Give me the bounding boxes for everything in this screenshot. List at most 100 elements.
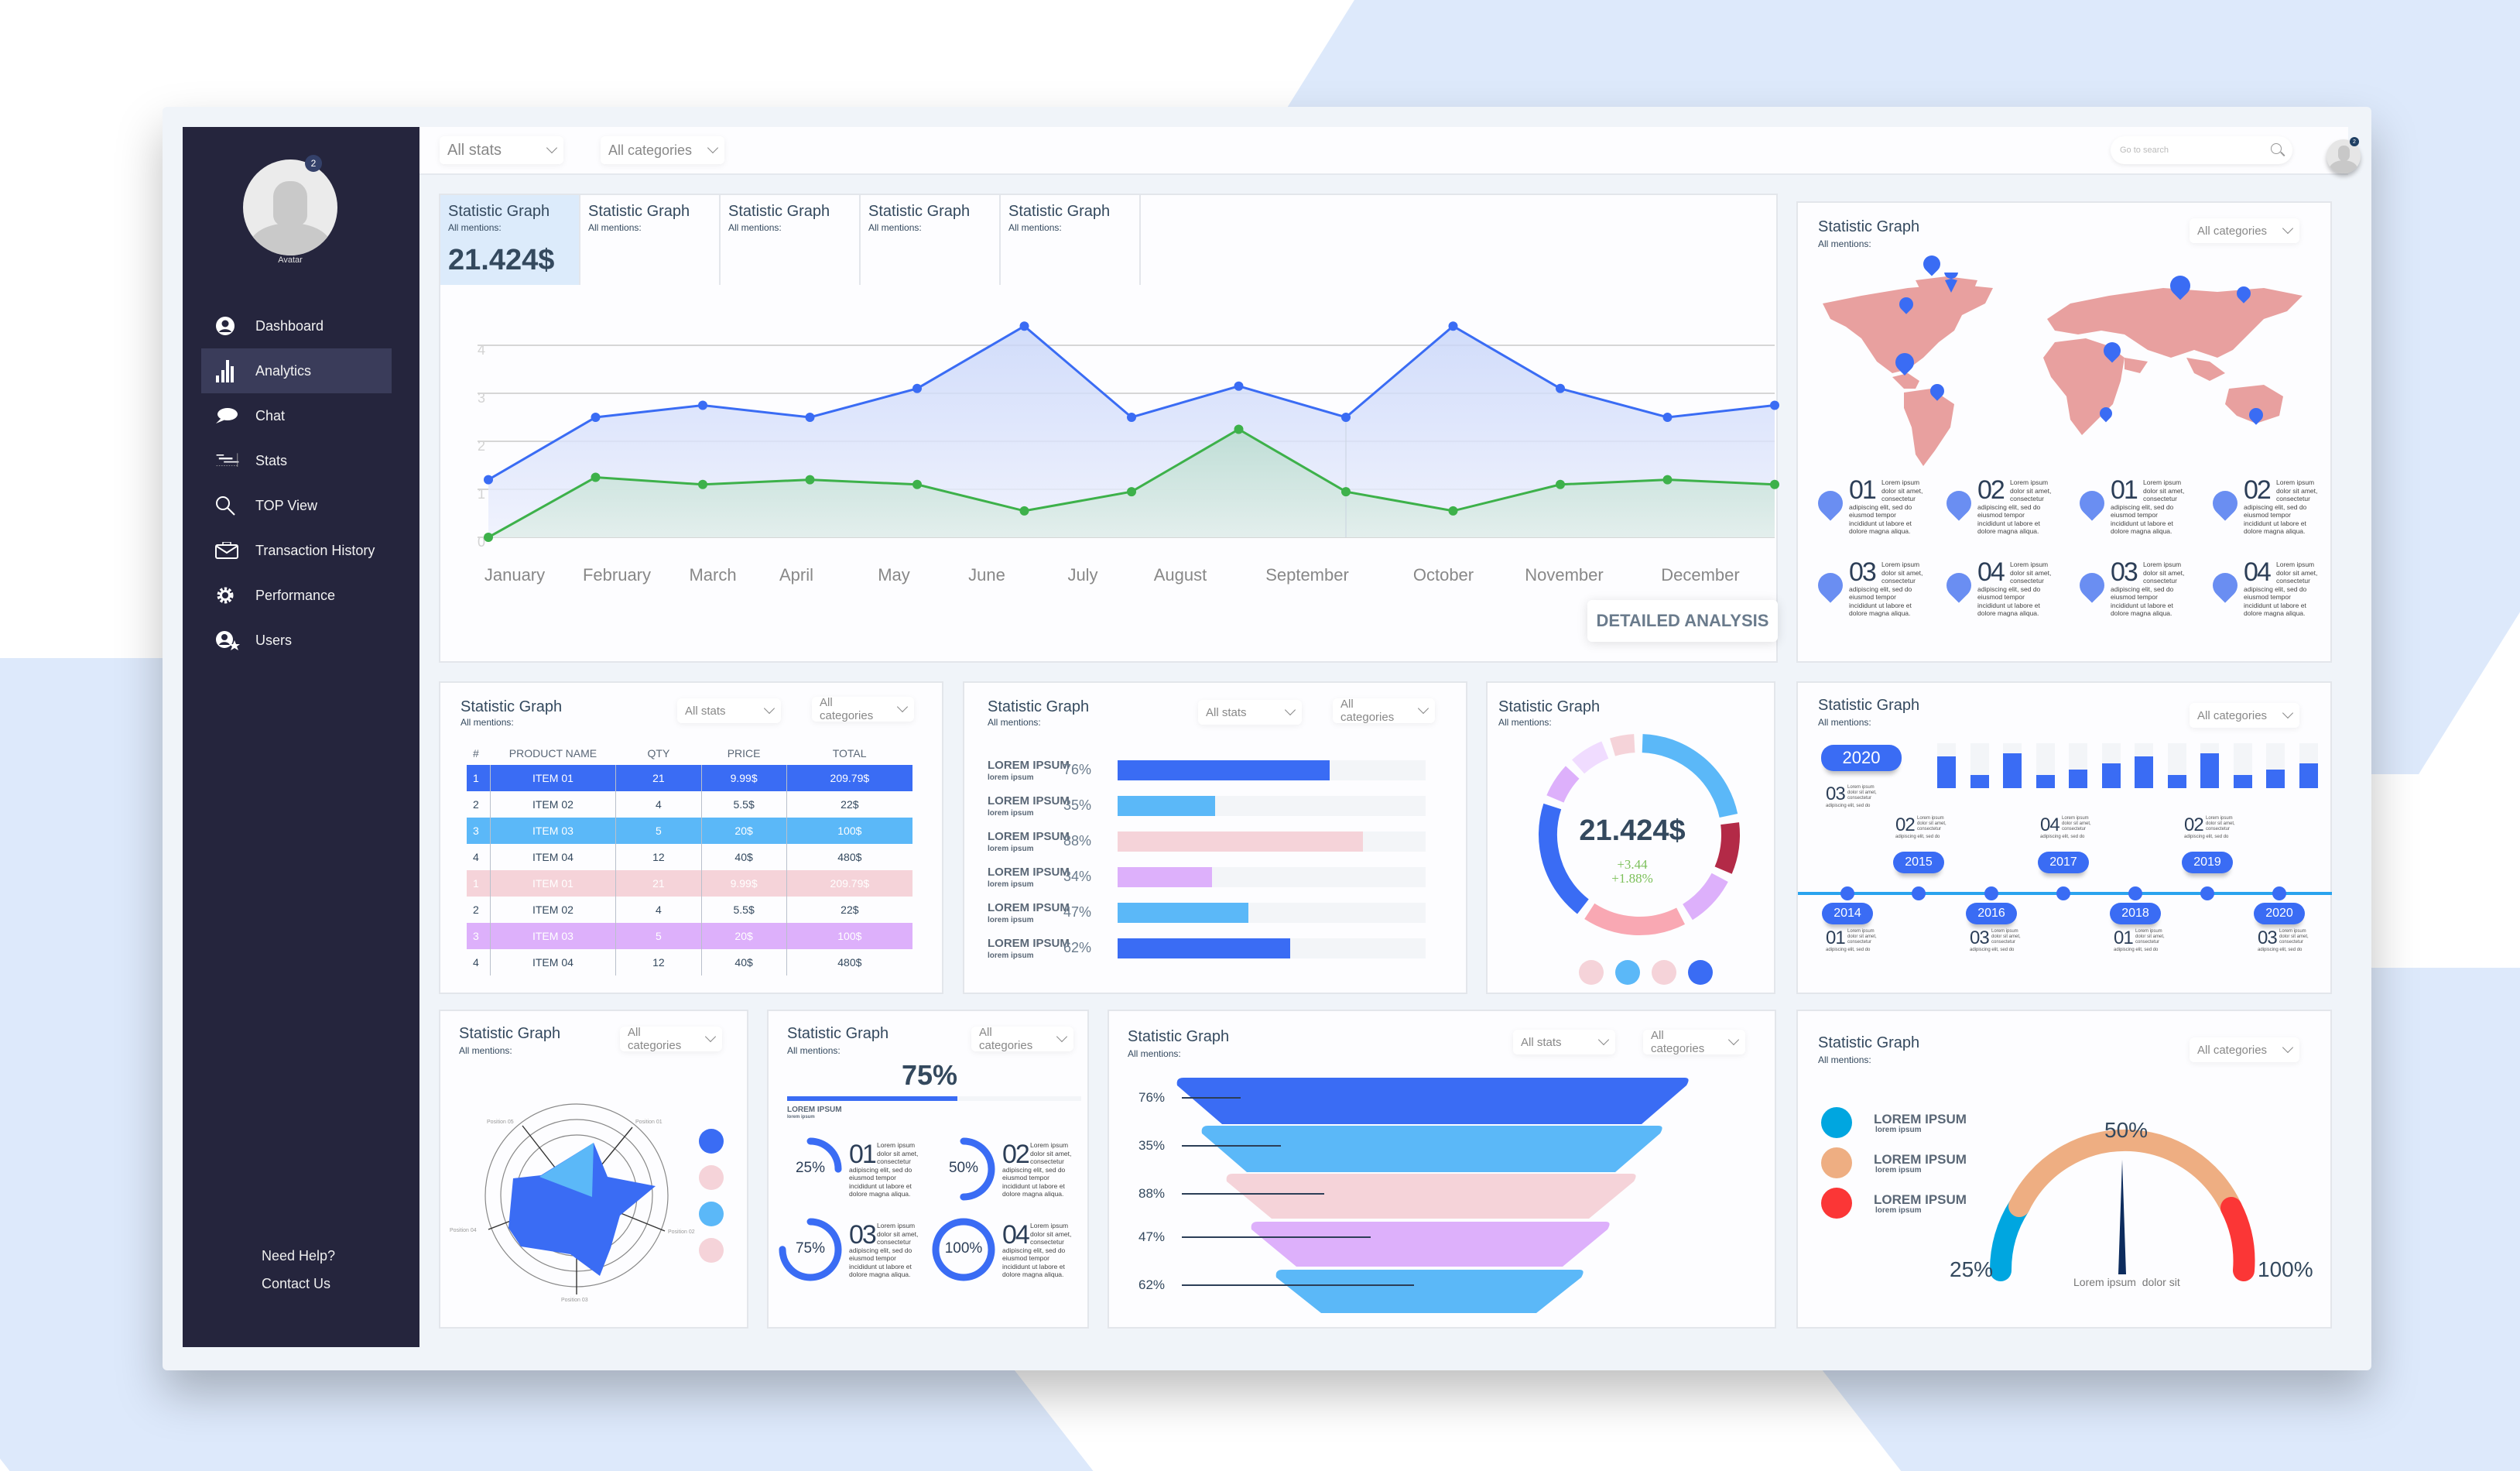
year-pill[interactable]: 2018 (2110, 903, 2161, 924)
tab-statistic-graph-1[interactable]: Statistic Graph All mentions: 21.424$ (440, 195, 580, 285)
map-info-item: 04 Lorem ipsum dolor sit amet, consectetur a… (2207, 557, 2337, 630)
notification-badge[interactable]: 2 (2350, 137, 2359, 146)
dropdown-label: All categories (2197, 1043, 2268, 1057)
bar-fill[interactable] (2299, 763, 2318, 788)
table-row[interactable]: 1 ITEM 01 21 9.99$ 209.79$ (467, 765, 912, 791)
all-categories-dropdown[interactable]: All categories (1333, 698, 1435, 724)
all-categories-dropdown[interactable]: All categories (1643, 1029, 1745, 1055)
sidebar-item-dashboard[interactable]: Dashboard (206, 303, 399, 348)
legend-dot[interactable] (699, 1238, 724, 1263)
sidebar-item-chat[interactable]: Chat (206, 393, 399, 438)
legend-dot[interactable] (699, 1129, 724, 1154)
year-pill[interactable]: 2014 (1822, 903, 1873, 924)
tab-statistic-graph-2[interactable]: Statistic Graph All mentions: (580, 195, 721, 285)
all-stats-dropdown[interactable]: All stats (440, 136, 563, 164)
all-categories-dropdown[interactable]: All categories (2190, 703, 2299, 728)
bar-sublabel: lorem ipsum (988, 952, 1034, 960)
tab-statistic-graph-5[interactable]: Statistic Graph All mentions: (1001, 195, 1141, 285)
bar-fill[interactable] (2003, 753, 2022, 788)
timeline-dot[interactable] (2128, 886, 2142, 900)
all-stats-dropdown[interactable]: All stats (1198, 700, 1302, 725)
bar-fill[interactable] (2233, 774, 2252, 788)
bar-fill[interactable] (1970, 774, 1989, 788)
legend-dot[interactable] (1579, 960, 1604, 985)
legend-dot[interactable] (1652, 960, 1676, 985)
bar-fill[interactable] (1937, 756, 1956, 788)
all-stats-dropdown[interactable]: All stats (677, 698, 781, 723)
year-pill[interactable]: 2015 (1893, 852, 1944, 873)
timeline-dot[interactable] (2200, 886, 2214, 900)
bar-fill[interactable] (1118, 938, 1291, 958)
sidebar-item-performance[interactable]: Performance (206, 573, 399, 618)
sidebar-item-analytics[interactable]: Analytics (201, 348, 392, 393)
note-line: consectetur (2279, 940, 2304, 945)
bar-fill[interactable] (1118, 903, 1249, 923)
search-icon[interactable] (2271, 143, 2282, 154)
timeline-dot[interactable] (1912, 886, 1926, 900)
timeline-dot[interactable] (2056, 886, 2070, 900)
table-cell: 100$ (786, 818, 912, 844)
bar-fill[interactable] (2135, 756, 2153, 788)
sidebar-item-top-view[interactable]: TOP View (206, 483, 399, 528)
bar-fill[interactable] (2101, 763, 2121, 788)
all-categories-dropdown[interactable]: All categories (601, 136, 724, 164)
x-axis-label: January (484, 565, 546, 585)
sidebar-item-transaction-history[interactable]: Transaction History (206, 528, 399, 573)
year-pill[interactable]: 2017 (2038, 852, 2089, 873)
all-categories-dropdown[interactable]: All categories (812, 696, 914, 722)
timeline-note: 03 Lorem ipsum dolor sit amet, consectetur a… (2258, 928, 2351, 960)
year-pill[interactable]: 2016 (1966, 903, 2017, 924)
tab-statistic-graph-3[interactable]: Statistic Graph All mentions: (721, 195, 861, 285)
all-stats-dropdown[interactable]: All stats (1513, 1030, 1615, 1054)
bar-chart-icon (206, 358, 240, 383)
all-categories-dropdown[interactable]: All categories (971, 1026, 1073, 1052)
bar-fill[interactable] (2167, 774, 2186, 788)
year-pill-highlight[interactable]: 2020 (1821, 745, 1902, 771)
bar-fill[interactable] (1118, 796, 1215, 816)
detailed-analysis-button[interactable]: DETAILED ANALYSIS (1587, 600, 1778, 642)
timeline-dot[interactable] (1840, 886, 1854, 900)
all-categories-dropdown[interactable]: All categories (2190, 218, 2299, 243)
bar-fill[interactable] (1118, 867, 1213, 887)
table-row[interactable]: 3 ITEM 03 5 20$ 100$ (467, 923, 912, 949)
table-row[interactable]: 1 ITEM 01 21 9.99$ 209.79$ (467, 870, 912, 897)
table-row[interactable]: 4 ITEM 04 12 40$ 480$ (467, 949, 912, 976)
ring-text: dolore magna aliqua. (1002, 1190, 1064, 1198)
sidebar-item-users[interactable]: Users (206, 618, 399, 663)
all-categories-dropdown[interactable]: All categories (620, 1026, 722, 1052)
year-pill[interactable]: 2019 (2182, 852, 2233, 873)
need-help-link[interactable]: Need Help? (262, 1248, 336, 1264)
column-header: QTY (647, 747, 670, 760)
table-row[interactable]: 2 ITEM 02 4 5.5$ 22$ (467, 791, 912, 818)
sidebar-item-stats[interactable]: Stats (206, 438, 399, 483)
table-row[interactable]: 4 ITEM 04 12 40$ 480$ (467, 844, 912, 870)
bar-fill[interactable] (2200, 753, 2219, 788)
legend-sublabel: lorem ipsum (1875, 1166, 1922, 1174)
avatar[interactable] (243, 159, 337, 255)
search-input[interactable]: Go to search (2111, 136, 2292, 164)
table-row[interactable]: 2 ITEM 02 4 5.5$ 22$ (467, 897, 912, 923)
bar-fill[interactable] (2036, 774, 2055, 788)
timeline-dot[interactable] (2272, 886, 2286, 900)
card-title: Statistic Graph (1818, 1034, 1920, 1051)
legend-dot[interactable] (699, 1165, 724, 1190)
year-pill[interactable]: 2020 (2254, 903, 2305, 924)
notification-badge[interactable]: 2 (305, 155, 322, 172)
tab-subtitle: All mentions: (588, 222, 642, 233)
legend-dot[interactable] (1615, 960, 1640, 985)
bar-fill[interactable] (1118, 760, 1330, 780)
table-row[interactable]: 3 ITEM 03 5 20$ 100$ (467, 818, 912, 844)
timeline-dot[interactable] (1984, 886, 1998, 900)
tab-statistic-graph-4[interactable]: Statistic Graph All mentions: (861, 195, 1001, 285)
contact-us-link[interactable]: Contact Us (262, 1276, 331, 1291)
note-line: Lorem ipsum (2135, 929, 2162, 934)
legend-dot[interactable] (699, 1202, 724, 1226)
legend-dot[interactable] (1688, 960, 1713, 985)
bar-fill[interactable] (2266, 769, 2285, 788)
table-cell: 100$ (786, 923, 912, 949)
table-cell: ITEM 03 (489, 818, 616, 844)
all-categories-dropdown[interactable]: All categories (2190, 1037, 2299, 1062)
bar-fill[interactable] (1118, 832, 1363, 852)
bar-fill[interactable] (2069, 769, 2087, 788)
info-text: adipiscing elit, sed do (1977, 585, 2041, 593)
